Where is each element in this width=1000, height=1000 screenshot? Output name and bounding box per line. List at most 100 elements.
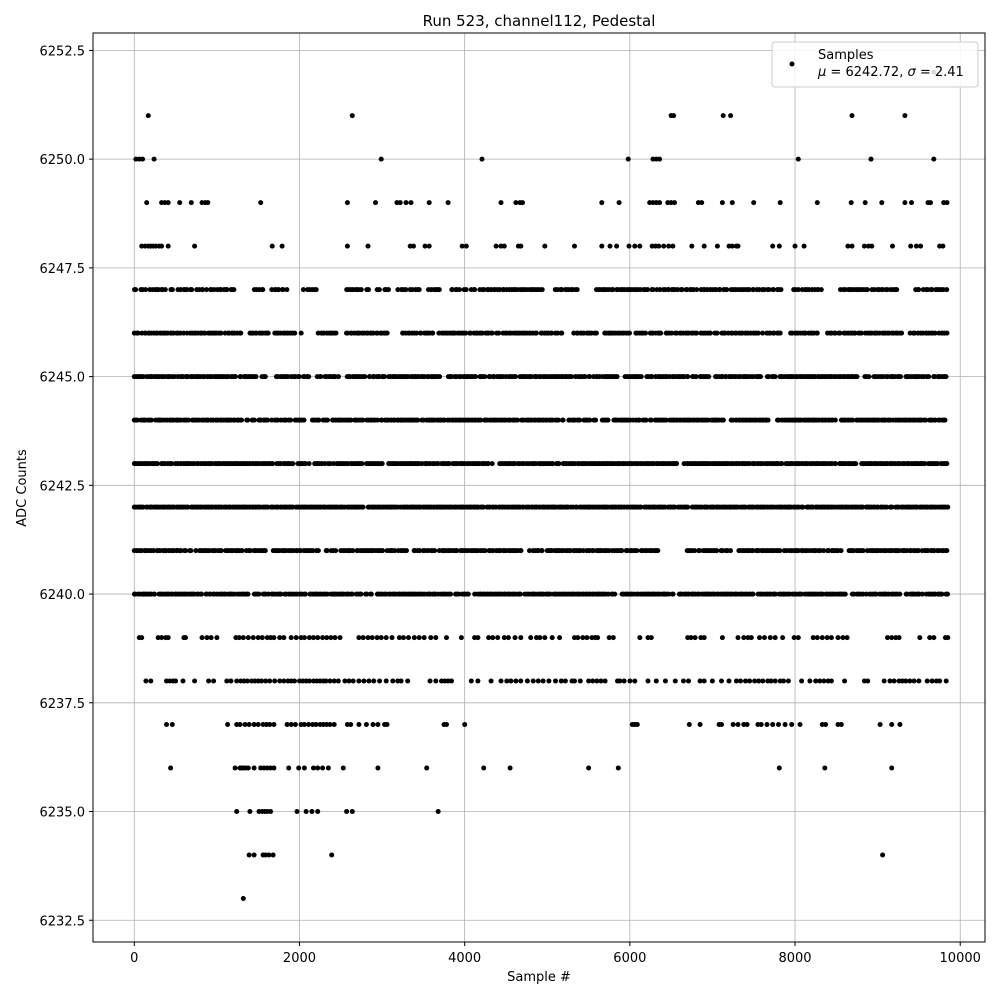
data-point [192, 678, 198, 684]
data-point [255, 635, 261, 641]
data-point [139, 635, 145, 641]
data-point [819, 635, 825, 641]
data-point [259, 678, 264, 684]
data-point [719, 635, 725, 641]
data-point [315, 635, 321, 641]
data-point [943, 678, 949, 684]
data-point [542, 243, 548, 249]
data-point [577, 678, 583, 684]
data-point [169, 722, 175, 727]
data-point [838, 548, 844, 554]
data-point [729, 243, 735, 249]
data-point [180, 678, 186, 684]
data-point [913, 243, 919, 249]
data-point [686, 722, 692, 727]
data-point [666, 591, 672, 597]
data-point [395, 287, 401, 293]
data-point [926, 374, 932, 380]
data-point [465, 591, 471, 597]
data-point [346, 678, 352, 684]
data-point [234, 809, 240, 814]
data-point [610, 287, 616, 293]
data-point [218, 330, 224, 336]
data-point [278, 591, 284, 597]
data-point [251, 722, 257, 727]
data-point [697, 722, 703, 727]
data-point [694, 330, 700, 336]
data-point [444, 635, 449, 641]
data-point [619, 548, 625, 554]
data-point [828, 635, 834, 641]
data-point [311, 635, 316, 641]
data-point [173, 678, 179, 684]
data-point [714, 243, 720, 249]
data-point [662, 678, 668, 684]
data-point [844, 635, 850, 641]
data-point [362, 374, 368, 380]
data-point [669, 330, 675, 336]
data-point [807, 678, 813, 684]
data-point [286, 765, 292, 771]
data-point [733, 678, 739, 684]
data-point [535, 678, 541, 684]
data-point [162, 287, 168, 293]
data-point [411, 635, 417, 641]
data-point [518, 635, 524, 641]
data-point [468, 678, 474, 684]
data-point [649, 374, 655, 380]
data-point [772, 635, 778, 641]
data-point [382, 374, 387, 380]
data-point [944, 200, 950, 206]
data-point [770, 722, 776, 727]
data-point [621, 678, 627, 684]
data-point [557, 635, 563, 641]
legend-stats-label: μ = 6242.72, σ = 2.41 [817, 65, 964, 80]
data-point [134, 417, 140, 423]
data-point [401, 635, 406, 641]
data-point [757, 635, 762, 641]
data-point [929, 287, 935, 293]
data-point [814, 330, 820, 336]
data-point [512, 635, 518, 641]
data-point [850, 417, 856, 423]
data-point [350, 548, 356, 554]
data-point [374, 417, 380, 423]
data-point [501, 243, 507, 249]
data-point [919, 591, 925, 597]
data-point [444, 722, 449, 727]
data-point [265, 591, 271, 597]
data-point [333, 548, 339, 554]
data-point [310, 548, 316, 554]
data-point [767, 635, 773, 641]
data-point [854, 374, 860, 380]
data-point [719, 200, 725, 206]
data-point [184, 287, 190, 293]
data-point [602, 678, 608, 684]
data-point [239, 548, 245, 554]
data-point [288, 722, 294, 727]
data-point [800, 504, 806, 510]
data-point [327, 678, 333, 684]
data-point [764, 722, 770, 727]
data-point [586, 678, 592, 684]
data-point [188, 548, 194, 554]
data-point [643, 417, 649, 423]
data-point [572, 243, 577, 249]
data-point [897, 591, 903, 597]
data-point [606, 635, 612, 641]
data-point [814, 200, 820, 206]
data-point [360, 635, 366, 641]
legend-mu-symbol: μ [817, 65, 826, 80]
data-point [574, 287, 580, 293]
data-point [251, 852, 257, 858]
x-axis-label: Sample # [507, 970, 571, 985]
data-point [768, 678, 774, 684]
data-point [144, 200, 150, 206]
data-point [617, 678, 623, 684]
data-point [168, 765, 174, 771]
data-point [743, 678, 748, 684]
data-point [463, 243, 469, 249]
data-point [908, 243, 914, 249]
data-point [559, 330, 565, 336]
y-tick-label: 6232.5 [40, 914, 86, 929]
